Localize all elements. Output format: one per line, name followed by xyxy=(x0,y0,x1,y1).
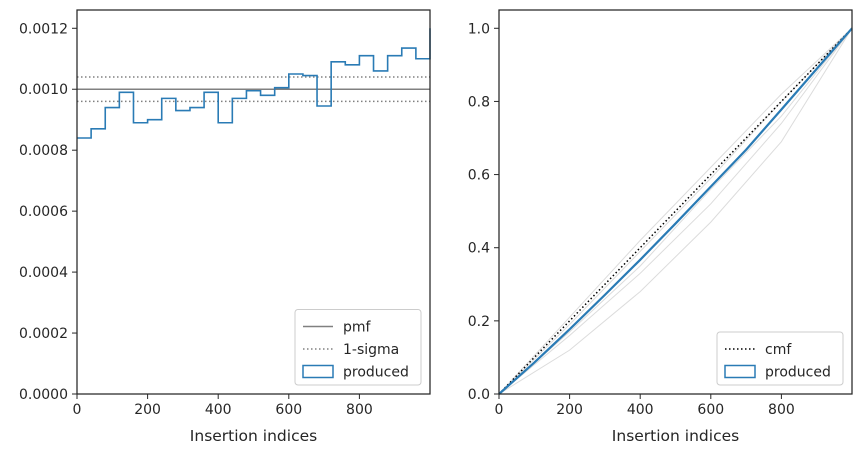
y-tick-label: 0.0010 xyxy=(19,82,68,98)
y-tick-label: 0.0004 xyxy=(19,265,68,281)
legend-box xyxy=(716,331,844,386)
legend-label: pmf xyxy=(343,320,372,336)
legend-1: cmf produced xyxy=(716,331,844,386)
y-tick-label: 0.0000 xyxy=(19,387,68,403)
axes-0: 0 200 400 600 800 0.0000 0.0002 0.0004 0.0006 0.0… xyxy=(19,21,373,445)
y-tick-label: 1.0 xyxy=(468,21,490,37)
legend-label: produced xyxy=(765,365,831,381)
x-axis-label: Insertion indices xyxy=(190,427,317,445)
produced-line xyxy=(498,27,853,395)
legend-handle xyxy=(302,364,334,379)
sample-cdf-line xyxy=(498,28,853,395)
x-tick-label: 200 xyxy=(134,402,161,418)
x-axis-label: Insertion indices xyxy=(612,427,739,445)
x-tick-label: 600 xyxy=(275,402,302,418)
legend-0: pmf 1-sigma produced xyxy=(294,309,422,386)
axes-1: 0 200 400 600 800 0.0 0.2 0.4 0.6 0.8 1.0 Insertion… xyxy=(468,21,795,445)
y-tick-label: 0.0012 xyxy=(19,21,68,37)
x-tick-label: 400 xyxy=(627,402,654,418)
y-tick-label: 0.0002 xyxy=(19,326,68,342)
plot-frame-0 xyxy=(76,9,431,395)
y-tick-label: 0.0006 xyxy=(19,204,68,220)
sample-cdf-line xyxy=(498,27,853,395)
x-tick-label: 200 xyxy=(556,402,583,418)
x-tick-label: 0 xyxy=(73,402,82,418)
sample-cdf-line xyxy=(498,27,853,395)
cmf-line xyxy=(498,27,853,395)
x-tick-label: 0 xyxy=(495,402,504,418)
legend-label: 1-sigma xyxy=(343,342,399,358)
x-tick-label: 400 xyxy=(205,402,232,418)
sample-cdf-line xyxy=(498,27,853,395)
legend-handle xyxy=(724,364,756,379)
sample-cdf-line xyxy=(498,27,853,395)
y-tick-label: 0.0 xyxy=(468,387,490,403)
x-tick-label: 800 xyxy=(346,402,373,418)
x-tick-label: 800 xyxy=(768,402,795,418)
y-tick-label: 0.8 xyxy=(468,94,490,110)
y-tick-label: 0.0008 xyxy=(19,143,68,159)
legend-label: produced xyxy=(343,365,409,381)
legend-label: cmf xyxy=(765,342,792,358)
produced-histogram xyxy=(77,28,431,139)
y-tick-label: 0.6 xyxy=(468,168,490,184)
x-tick-label: 600 xyxy=(697,402,724,418)
plot-frame-1 xyxy=(498,9,853,395)
y-tick-label: 0.2 xyxy=(468,314,490,330)
y-tick-label: 0.4 xyxy=(468,241,490,257)
